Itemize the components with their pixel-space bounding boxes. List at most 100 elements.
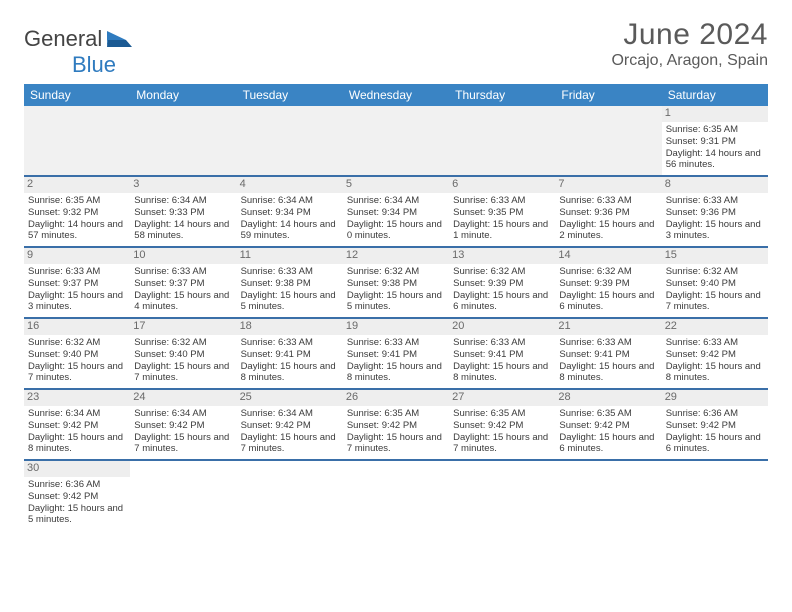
weekday-header: Saturday [662, 84, 768, 106]
day-number: 1 [662, 106, 768, 122]
day-number: 5 [343, 177, 449, 193]
day-details: Sunrise: 6:34 AMSunset: 9:42 PMDaylight:… [241, 408, 339, 456]
sunset-line: Sunset: 9:36 PM [559, 207, 629, 218]
weekday-header: Monday [130, 84, 236, 106]
sunset-line: Sunset: 9:35 PM [453, 207, 523, 218]
daylight-line: Daylight: 15 hours and 4 minutes. [134, 290, 229, 313]
weekday-header: Thursday [449, 84, 555, 106]
day-details: Sunrise: 6:35 AMSunset: 9:42 PMDaylight:… [559, 408, 657, 456]
brand-text-1: General [24, 26, 102, 52]
day-cell: 11Sunrise: 6:33 AMSunset: 9:38 PMDayligh… [237, 247, 343, 318]
month-title: June 2024 [611, 18, 768, 52]
day-cell: 30Sunrise: 6:36 AMSunset: 9:42 PMDayligh… [24, 460, 130, 530]
sunset-line: Sunset: 9:39 PM [559, 278, 629, 289]
sunset-line: Sunset: 9:42 PM [241, 420, 311, 431]
flag-icon [106, 29, 134, 49]
day-cell: 26Sunrise: 6:35 AMSunset: 9:42 PMDayligh… [343, 389, 449, 460]
day-details: Sunrise: 6:34 AMSunset: 9:34 PMDaylight:… [241, 195, 339, 243]
day-number: 16 [24, 319, 130, 335]
day-cell: 18 Sunrise: 6:33 AMSunset: 9:41 PMDayligh… [237, 318, 343, 389]
sunset-line: Sunset: 9:31 PM [666, 136, 736, 147]
day-number: 25 [237, 390, 343, 406]
day-cell: 13Sunrise: 6:32 AMSunset: 9:39 PMDayligh… [449, 247, 555, 318]
daylight-line: Daylight: 15 hours and 0 minutes. [347, 219, 442, 242]
daylight-line: Daylight: 15 hours and 8 minutes. [666, 361, 761, 384]
location-text: Orcajo, Aragon, Spain [611, 52, 768, 70]
sunrise-line: Sunrise: 6:32 AM [28, 337, 100, 348]
day-details: Sunrise: 6:33 AMSunset: 9:37 PMDaylight:… [28, 266, 126, 314]
day-cell: 19Sunrise: 6:33 AMSunset: 9:41 PMDayligh… [343, 318, 449, 389]
sunrise-line: Sunrise: 6:32 AM [666, 266, 738, 277]
sunset-line: Sunset: 9:38 PM [347, 278, 417, 289]
day-cell: 20Sunrise: 6:33 AMSunset: 9:41 PMDayligh… [449, 318, 555, 389]
daylight-line: Daylight: 15 hours and 8 minutes. [28, 432, 123, 455]
day-details: Sunrise: 6:32 AMSunset: 9:39 PMDaylight:… [559, 266, 657, 314]
daylight-line: Daylight: 15 hours and 6 minutes. [666, 432, 761, 455]
day-details: Sunrise: 6:33 AMSunset: 9:36 PMDaylight:… [666, 195, 764, 243]
daylight-line: Daylight: 15 hours and 7 minutes. [666, 290, 761, 313]
sunset-line: Sunset: 9:41 PM [347, 349, 417, 360]
empty-cell [555, 460, 661, 530]
day-cell: 22Sunrise: 6:33 AMSunset: 9:42 PMDayligh… [662, 318, 768, 389]
day-cell: 25 Sunrise: 6:34 AMSunset: 9:42 PMDayligh… [237, 389, 343, 460]
day-cell: 7Sunrise: 6:33 AMSunset: 9:36 PMDaylight… [555, 176, 661, 247]
day-details: Sunrise: 6:34 AMSunset: 9:34 PMDaylight:… [347, 195, 445, 243]
sunset-line: Sunset: 9:40 PM [666, 278, 736, 289]
daylight-line: Daylight: 15 hours and 7 minutes. [453, 432, 548, 455]
day-details: Sunrise: 6:36 AMSunset: 9:42 PMDaylight:… [666, 408, 764, 456]
sunset-line: Sunset: 9:37 PM [134, 278, 204, 289]
daylight-line: Daylight: 15 hours and 8 minutes. [241, 361, 336, 384]
weekday-header: Sunday [24, 84, 130, 106]
daylight-line: Daylight: 15 hours and 6 minutes. [559, 432, 654, 455]
sunrise-line: Sunrise: 6:35 AM [666, 124, 738, 135]
day-cell: 14 Sunrise: 6:32 AMSunset: 9:39 PMDayligh… [555, 247, 661, 318]
empty-cell [662, 460, 768, 530]
empty-cell [343, 106, 449, 176]
sunset-line: Sunset: 9:42 PM [28, 420, 98, 431]
sunset-line: Sunset: 9:39 PM [453, 278, 523, 289]
daylight-line: Daylight: 15 hours and 7 minutes. [134, 361, 229, 384]
sunset-line: Sunset: 9:42 PM [28, 491, 98, 502]
brand-logo: General [24, 18, 136, 52]
weekday-header: Wednesday [343, 84, 449, 106]
day-number: 15 [662, 248, 768, 264]
day-number: 3 [130, 177, 236, 193]
empty-cell [449, 460, 555, 530]
day-details: Sunrise: 6:35 AMSunset: 9:42 PMDaylight:… [347, 408, 445, 456]
day-number: 30 [24, 461, 130, 477]
daylight-line: Daylight: 15 hours and 6 minutes. [559, 290, 654, 313]
sunrise-line: Sunrise: 6:36 AM [28, 479, 100, 490]
day-cell: 15 Sunrise: 6:32 AMSunset: 9:40 PMDayligh… [662, 247, 768, 318]
weekday-header: Friday [555, 84, 661, 106]
sunset-line: Sunset: 9:40 PM [28, 349, 98, 360]
daylight-line: Daylight: 15 hours and 5 minutes. [241, 290, 336, 313]
day-details: Sunrise: 6:33 AMSunset: 9:35 PMDaylight:… [453, 195, 551, 243]
sunset-line: Sunset: 9:33 PM [134, 207, 204, 218]
daylight-line: Daylight: 14 hours and 56 minutes. [666, 148, 761, 171]
daylight-line: Daylight: 15 hours and 7 minutes. [134, 432, 229, 455]
sunset-line: Sunset: 9:42 PM [666, 420, 736, 431]
day-number: 18 [237, 319, 343, 335]
day-cell: 10Sunrise: 6:33 AMSunset: 9:37 PMDayligh… [130, 247, 236, 318]
sunrise-line: Sunrise: 6:34 AM [28, 408, 100, 419]
day-details: Sunrise: 6:34 AMSunset: 9:33 PMDaylight:… [134, 195, 232, 243]
day-details: Sunrise: 6:32 AMSunset: 9:40 PMDaylight:… [666, 266, 764, 314]
daylight-line: Daylight: 14 hours and 57 minutes. [28, 219, 123, 242]
day-details: Sunrise: 6:33 AMSunset: 9:41 PMDaylight:… [241, 337, 339, 385]
day-number: 8 [662, 177, 768, 193]
day-number: 29 [662, 390, 768, 406]
sunset-line: Sunset: 9:42 PM [559, 420, 629, 431]
sunrise-line: Sunrise: 6:35 AM [559, 408, 631, 419]
day-number: 14 [555, 248, 661, 264]
empty-cell [555, 106, 661, 176]
empty-cell [343, 460, 449, 530]
day-details: Sunrise: 6:34 AMSunset: 9:42 PMDaylight:… [28, 408, 126, 456]
sunrise-line: Sunrise: 6:32 AM [453, 266, 525, 277]
sunset-line: Sunset: 9:36 PM [666, 207, 736, 218]
day-number: 11 [237, 248, 343, 264]
day-cell: 27Sunrise: 6:35 AMSunset: 9:42 PMDayligh… [449, 389, 555, 460]
day-details: Sunrise: 6:32 AMSunset: 9:40 PMDaylight:… [28, 337, 126, 385]
sunset-line: Sunset: 9:41 PM [241, 349, 311, 360]
day-cell: 5 Sunrise: 6:34 AMSunset: 9:34 PMDaylight… [343, 176, 449, 247]
day-details: Sunrise: 6:32 AMSunset: 9:39 PMDaylight:… [453, 266, 551, 314]
